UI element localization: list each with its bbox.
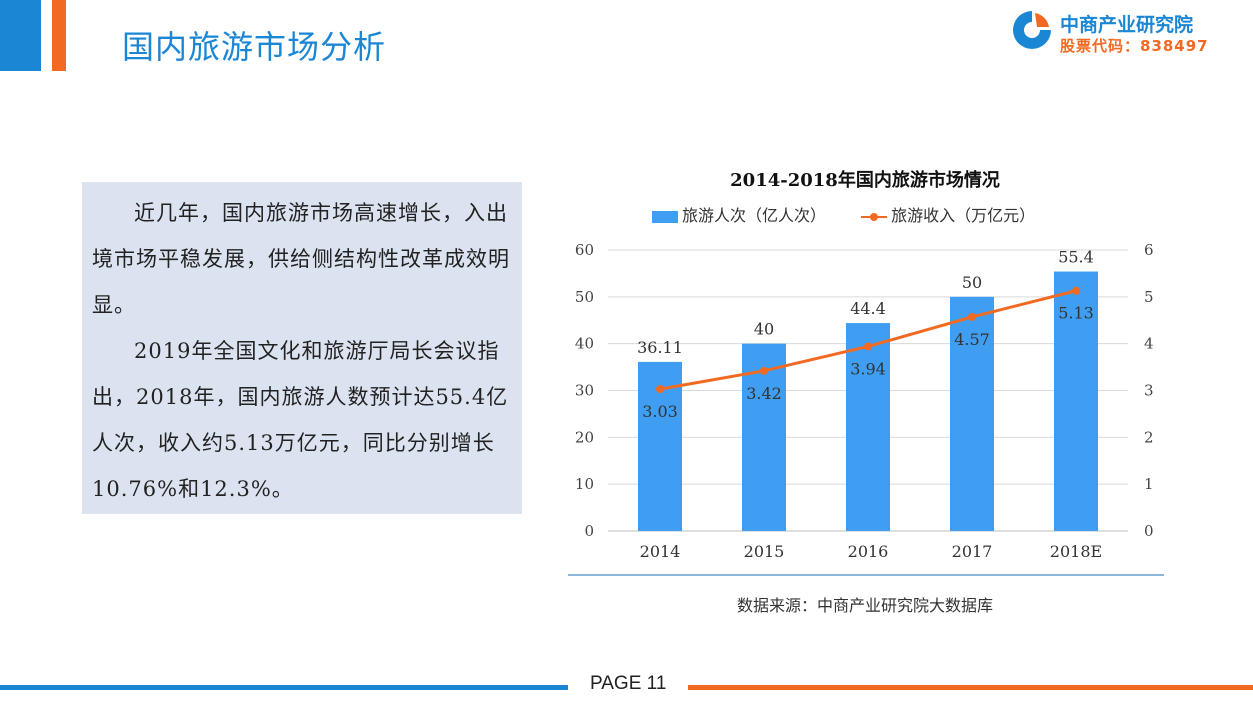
x-tick-label: 2014 [640, 542, 681, 561]
y-left-tick-label: 60 [575, 241, 594, 259]
logo-icon [1013, 11, 1051, 49]
chart-legend: 旅游人次（亿人次） 旅游收入（万亿元） [652, 202, 1065, 226]
y-left-tick-label: 0 [584, 522, 594, 540]
legend-bar-swatch [652, 210, 678, 223]
page-title: 国内旅游市场分析 [122, 28, 387, 66]
header-accent-orange [52, 0, 66, 71]
revenue-point-2017 [968, 312, 976, 321]
summary-paragraph-2: 2019年全国文化和旅游厅局长会议指出，2018年，国内旅游人数预计达55.4亿… [92, 339, 509, 501]
line-value-label: 3.42 [746, 384, 782, 403]
bar-value-label: 44.4 [850, 299, 886, 318]
revenue-point-2018E [1072, 286, 1080, 295]
x-tick-label: 2015 [744, 542, 785, 561]
revenue-point-2016 [864, 342, 872, 351]
y-right-tick-label: 6 [1144, 241, 1154, 259]
line-value-label: 3.03 [642, 402, 678, 421]
legend-line-label: 旅游收入（万亿元） [891, 206, 1036, 225]
y-right-tick-label: 0 [1144, 522, 1154, 540]
bar-2016 [846, 323, 890, 531]
bar-value-label: 50 [962, 273, 982, 292]
line-value-label: 5.13 [1058, 304, 1094, 323]
bar-2017 [950, 296, 994, 531]
logo-name: 中商产业研究院 [1060, 14, 1194, 36]
revenue-point-2015 [760, 366, 768, 375]
stock-code: 股票代码：838497 [1060, 37, 1209, 55]
footer-line-blue [0, 685, 568, 690]
bar-value-label: 55.4 [1058, 248, 1094, 267]
legend-line-swatch [861, 211, 888, 223]
y-right-tick-label: 5 [1144, 288, 1154, 306]
legend-item-line: 旅游收入（万亿元） [861, 202, 1035, 226]
y-left-tick-label: 50 [575, 288, 594, 306]
y-left-tick-label: 40 [575, 335, 594, 353]
x-tick-label: 2017 [952, 542, 993, 561]
line-value-label: 4.57 [954, 330, 990, 349]
y-right-tick-label: 3 [1144, 382, 1154, 400]
x-tick-label: 2018E [1050, 542, 1102, 561]
chart-plot: 0 10 20 30 40 50 60 0 1 2 3 4 5 6 36.11 2014 40 2015 44.4 2… [568, 241, 1164, 576]
tourism-chart: 2014-2018年国内旅游市场情况 旅游人次（亿人次） 旅游收入（万亿元） 0… [560, 160, 1180, 620]
page-number: PAGE 11 [590, 673, 667, 694]
y-left-tick-label: 20 [575, 428, 594, 446]
chart-title: 2014-2018年国内旅游市场情况 [730, 170, 1000, 191]
legend-item-bar: 旅游人次（亿人次） [652, 202, 826, 226]
bar-2018E [1054, 271, 1098, 531]
summary-paragraph-1: 近几年，国内旅游市场高速增长，入出境市场平稳发展，供给侧结构性改革成效明显。 [92, 201, 510, 317]
bar-value-label: 40 [754, 320, 774, 339]
y-right-tick-label: 2 [1144, 428, 1154, 446]
summary-panel: 近几年，国内旅游市场高速增长，入出境市场平稳发展，供给侧结构性改革成效明显。 2… [82, 182, 522, 514]
legend-bar-label: 旅游人次（亿人次） [682, 206, 827, 225]
line-value-label: 3.94 [850, 359, 886, 378]
y-right-tick-label: 1 [1144, 475, 1154, 493]
y-right-tick-label: 4 [1144, 335, 1154, 353]
footer-line-orange [688, 685, 1253, 690]
bar-value-label: 36.11 [637, 338, 683, 357]
x-tick-label: 2016 [848, 542, 889, 561]
data-source: 数据来源：中商产业研究院大数据库 [736, 596, 993, 615]
y-left-tick-label: 10 [575, 475, 594, 493]
revenue-point-2014 [656, 385, 664, 394]
header-accent-blue [0, 0, 41, 71]
company-logo: 中商产业研究院 股票代码：838497 [1010, 8, 1245, 58]
y-left-tick-label: 30 [575, 382, 594, 400]
